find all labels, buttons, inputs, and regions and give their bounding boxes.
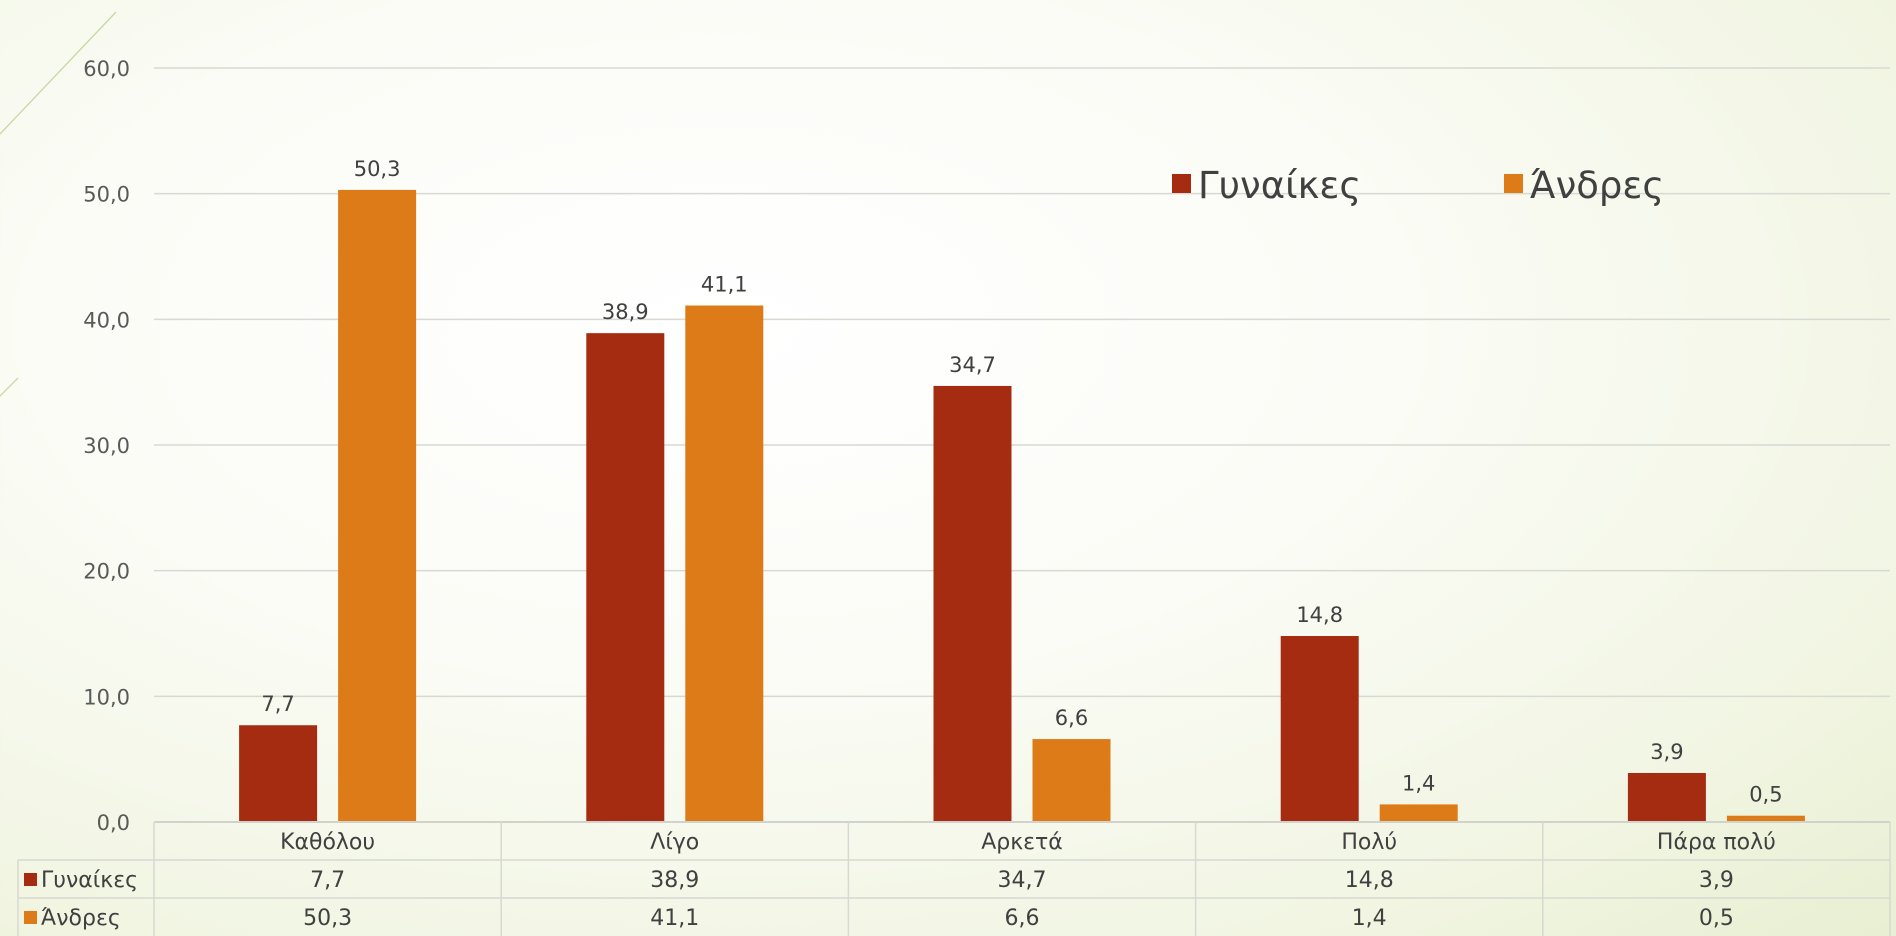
table-cell-value: 6,6: [1005, 906, 1040, 931]
table-cell-value: 34,7: [998, 868, 1047, 893]
data-label: 3,9: [1650, 740, 1683, 764]
table-legend-key: [24, 873, 37, 886]
bar-men: [1726, 815, 1805, 822]
bar-men: [338, 189, 417, 822]
data-label: 34,7: [949, 353, 996, 377]
bar-men: [1032, 739, 1111, 822]
category-label: Πολύ: [1341, 830, 1397, 855]
data-label: 41,1: [701, 273, 748, 297]
legend-label: Γυναίκες: [1198, 164, 1361, 207]
bar-women: [586, 333, 665, 822]
category-label: Λίγο: [650, 830, 699, 855]
data-label: 50,3: [354, 157, 401, 181]
table-cell-value: 41,1: [650, 906, 699, 931]
bars: [239, 189, 1805, 822]
table-cell-value: 38,9: [650, 868, 699, 893]
y-tick-label: 40,0: [83, 308, 130, 332]
bar-women: [1280, 636, 1359, 822]
y-tick-label: 20,0: [83, 560, 130, 584]
category-label: Πάρα πολύ: [1657, 830, 1776, 855]
y-tick-label: 50,0: [83, 183, 130, 207]
bar-women: [1627, 772, 1706, 822]
table-cell-value: 50,3: [303, 906, 352, 931]
table-legend-key: [24, 911, 37, 924]
data-label: 6,6: [1055, 706, 1088, 730]
data-label: 38,9: [602, 300, 649, 324]
table-cell-value: 7,7: [310, 868, 345, 893]
gridlines: [154, 67, 1890, 698]
bar-women: [239, 725, 318, 822]
y-tick-label: 0,0: [97, 811, 130, 835]
decor-line: [0, 377, 19, 397]
table-cell-value: 3,9: [1699, 868, 1734, 893]
data-label: 0,5: [1749, 783, 1782, 807]
table-cell-value: 0,5: [1699, 906, 1734, 931]
table-series-name: Γυναίκες: [41, 868, 138, 893]
legend: Γυναίκες Άνδρες: [1172, 164, 1664, 207]
legend-key: [1172, 174, 1191, 193]
bar-men: [685, 305, 764, 822]
y-axis-tick-labels: 0,0 10,0 20,0 30,0 40,0 50,0 60,0: [83, 57, 130, 835]
decor-line: [0, 11, 117, 135]
data-label: 7,7: [261, 692, 294, 716]
data-table: Καθόλου Λίγο Αρκετά Πολύ Πάρα πολύ Γυναίκες 7,…: [17, 821, 1891, 936]
y-tick-label: 10,0: [83, 685, 130, 709]
table-cell-value: 14,8: [1345, 868, 1394, 893]
category-label: Αρκετά: [981, 830, 1063, 855]
category-label: Καθόλου: [280, 830, 375, 855]
legend-key: [1504, 174, 1523, 193]
data-labels: 7,7 38,9 34,7 14,8 3,9 50,3 41,1 6,6 1,4 0,5: [261, 157, 1782, 807]
data-label: 1,4: [1402, 771, 1435, 795]
data-label: 14,8: [1296, 603, 1343, 627]
table-series-name: Άνδρες: [41, 906, 121, 931]
bar-men: [1379, 804, 1458, 822]
y-tick-label: 60,0: [83, 57, 130, 81]
table-cell-value: 1,4: [1352, 906, 1387, 931]
bar-women: [933, 385, 1012, 822]
legend-label: Άνδρες: [1530, 164, 1664, 207]
y-tick-label: 30,0: [83, 434, 130, 458]
